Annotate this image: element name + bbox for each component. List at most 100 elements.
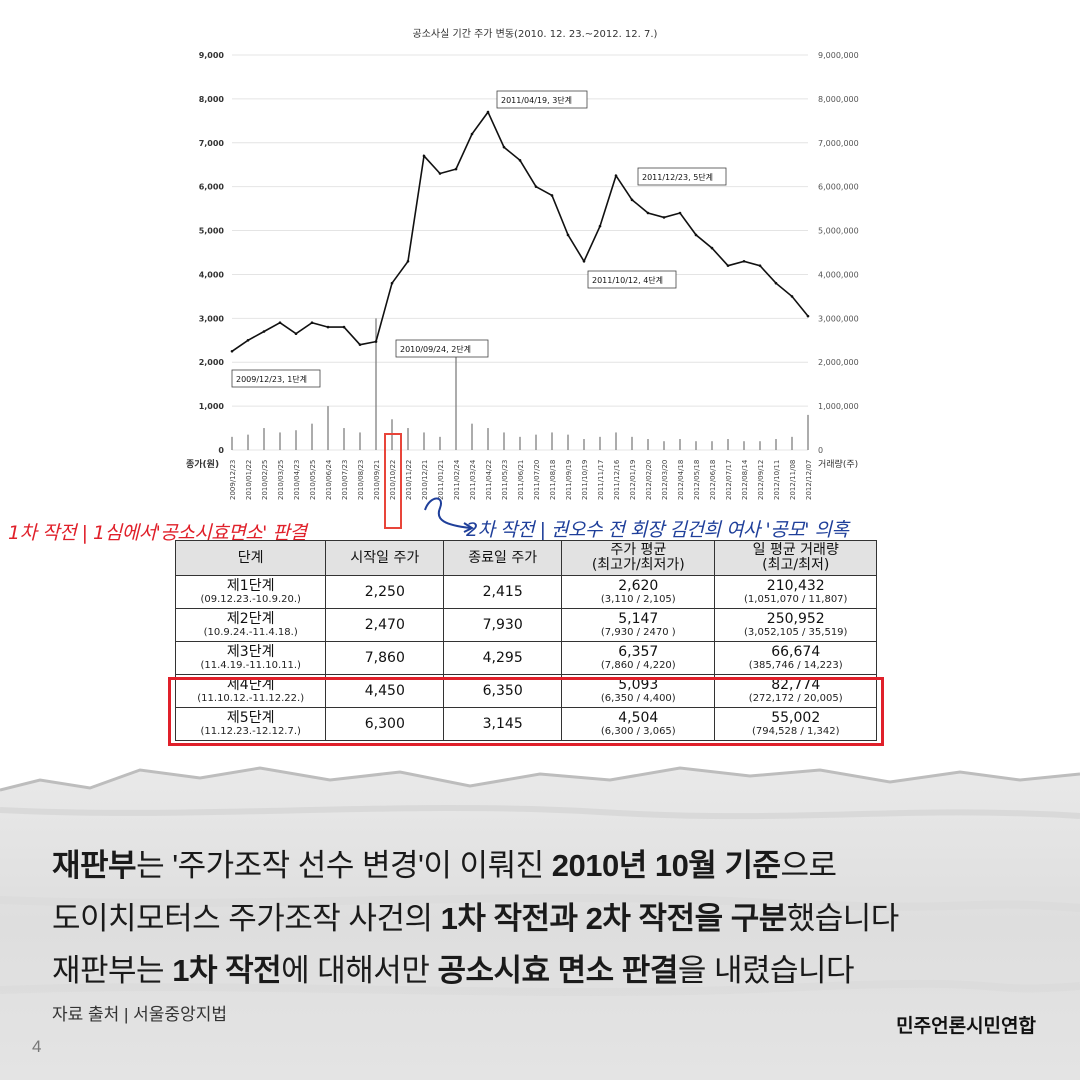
callout-label: 2011/04/19, 3단계: [501, 95, 572, 105]
x-tick-label: 2011/02/24: [453, 459, 461, 500]
table-cell: 6,300: [325, 707, 445, 741]
x-tick-label: 2010/03/25: [277, 460, 285, 500]
x-tick-label: 2012/01/19: [629, 460, 637, 500]
table-cell: 210,432 (1,051,070 / 11,807): [714, 575, 877, 609]
right-tick-label: 6,000,000: [818, 183, 859, 192]
left-tick-label: 4,000: [199, 270, 225, 279]
x-tick-label: 2011/11/17: [597, 460, 605, 500]
right-tick-label: 9,000,000: [818, 51, 859, 60]
table-header-row: 단계 시작일 주가 종료일 주가 주가 평균 (최고가/최저가) 일 평균 거래량…: [174, 540, 877, 576]
x-tick-label: 2012/02/20: [645, 460, 653, 500]
right-axis-ticks: 0 1,000,000 2,000,000 3,000,000 4,000,000 5,0…: [818, 51, 859, 455]
x-tick-label: 2012/06/18: [709, 460, 717, 500]
x-tick-label: 2012/07/17: [725, 460, 733, 500]
torn-paper-background: [0, 766, 1080, 1080]
price-series-line: [231, 110, 809, 352]
table-row: 제5단계 (11.12.23.-12.12.7.) 6,300 3,145 4,504(…: [174, 707, 877, 741]
left-tick-label: 7,000: [199, 139, 225, 148]
chart-gridlines: [232, 54, 808, 451]
table-cell: 55,002 (794,528 / 1,342): [714, 707, 877, 741]
x-tick-label: 2011/08/18: [549, 460, 557, 500]
x-tick-label: 2012/11/08: [789, 460, 797, 500]
x-tick-label: 2012/10/11: [773, 460, 781, 500]
table-cell: 제2단계 (10.9.24.-11.4.18.): [174, 608, 327, 642]
table-header-cell: 시작일 주가: [325, 540, 445, 576]
x-tick-label: 2010/10/22: [389, 460, 397, 500]
x-tick-label: 2012/08/14: [741, 459, 749, 500]
x-tick-label: 2011/07/20: [533, 460, 541, 500]
x-tick-label: 2011/01/21: [437, 460, 445, 500]
table-header-cell: 단계: [174, 540, 327, 576]
table-cell: 4,295: [443, 641, 563, 675]
stage-callouts: 2009/12/23, 1단계 2010/09/24, 2단계 2011/04/19…: [231, 90, 727, 388]
table-cell: 66,674 (385,746 / 14,223): [714, 641, 877, 675]
right-tick-label: 3,000,000: [818, 314, 859, 323]
left-tick-label: 2,000: [199, 358, 225, 367]
callout-box: [637, 167, 727, 186]
table-cell: 제1단계 (09.12.23.-10.9.20.): [174, 575, 327, 609]
x-tick-label: 2011/12/16: [613, 459, 621, 500]
table-cell: 7,860: [325, 641, 445, 675]
x-tick-label: 2010/11/22: [405, 460, 413, 500]
stock-price-chart: 공소사실 기간 주가 변동(2010. 12. 23.~2012. 12. 7.…: [186, 28, 859, 500]
right-tick-label: 1,000,000: [818, 402, 859, 411]
table-cell: 7,930: [443, 608, 563, 642]
callout-box: [496, 90, 588, 109]
x-axis-ticks: 2009/12/23 2010/01/22 2010/02/25 2010/03/25…: [229, 459, 813, 500]
x-tick-label: 2010/09/21: [373, 460, 381, 500]
right-axis-label: 거래량(주): [818, 458, 858, 470]
left-tick-label: 3,000: [199, 314, 225, 323]
table-cell: 6,357 (7,860 / 4,220): [561, 641, 716, 675]
left-axis-label: 종가(원): [186, 458, 219, 470]
callout-label: 2010/09/24, 2단계: [400, 344, 471, 354]
x-tick-label: 2012/12/07: [805, 460, 813, 500]
table-cell: 2,620 (3,110 / 2,105): [561, 575, 716, 609]
stage-summary-table: 단계 시작일 주가 종료일 주가 주가 평균 (최고가/최저가) 일 평균 거래량…: [174, 540, 877, 741]
second-operation-annotation: 2차 작전 | 권오수 전 회장 김건희 여사 '공모' 의혹: [466, 519, 849, 541]
table-header-cell: 종료일 주가: [443, 540, 563, 576]
left-tick-label: 9,000: [199, 51, 225, 60]
first-operation-highlight-mark: [384, 433, 402, 529]
callout-box: [587, 270, 677, 289]
x-tick-label: 2012/03/20: [661, 460, 669, 500]
x-tick-label: 2011/03/24: [469, 459, 477, 500]
right-tick-label: 2,000,000: [818, 358, 859, 367]
source-note: 자료 출처 | 서울중앙지법: [52, 1005, 227, 1024]
x-tick-label: 2012/04/18: [677, 460, 685, 500]
table-cell: 3,145: [443, 707, 563, 741]
caption-line-3: 재판부는 1차 작전에 대해서만 공소시효 면소 판결을 내렸습니다: [52, 953, 855, 988]
table-cell: 2,415: [443, 575, 563, 609]
table-cell: 제5단계 (11.12.23.-12.12.7.): [174, 707, 327, 741]
table-cell: 5,147 (7,930 / 2470 ): [561, 608, 716, 642]
x-tick-label: 2009/12/23: [229, 460, 237, 500]
volume-bars: [230, 110, 810, 450]
left-tick-label: 1,000: [199, 402, 225, 411]
first-operation-annotation: 1차 작전 | 1심에서'공소시효면소' 판결: [8, 522, 307, 544]
callout-label: 2011/10/12, 4단계: [592, 275, 663, 285]
x-tick-label: 2012/05/18: [693, 460, 701, 500]
table-cell: 4,504 (6,300 / 3,065): [561, 707, 716, 741]
x-tick-label: 2010/07/23: [341, 460, 349, 500]
callout-label: 2011/12/23, 5단계: [642, 172, 713, 182]
x-tick-label: 2011/04/22: [485, 460, 493, 500]
left-tick-label: 5,000: [199, 227, 225, 236]
right-tick-label: 7,000,000: [818, 139, 859, 148]
left-axis-ticks: 0 1,000 2,000 3,000 4,000 5,000 6,000 7,000 8,00…: [199, 51, 225, 455]
callout-box: [231, 369, 321, 388]
table-row: 제2단계 (10.9.24.-11.4.18.) 2,470 7,930 5,147 (7…: [174, 608, 877, 642]
right-tick-label: 4,000,000: [818, 270, 859, 279]
x-tick-label: 2011/10/19: [581, 460, 589, 500]
table-header-cell: 주가 평균 (최고가/최저가): [561, 540, 716, 576]
blue-arrow-icon: [424, 497, 475, 533]
callout-label: 2009/12/23, 1단계: [236, 374, 307, 384]
left-tick-label: 6,000: [199, 183, 225, 192]
x-tick-label: 2011/06/21: [517, 460, 525, 500]
x-tick-label: 2011/05/23: [501, 460, 509, 500]
x-tick-label: 2010/01/22: [245, 460, 253, 500]
stage-4-5-highlight-box: [168, 677, 884, 746]
right-tick-label: 0: [818, 446, 823, 455]
x-tick-label: 2012/09/12: [757, 460, 765, 500]
chart-title: 공소사실 기간 주가 변동(2010. 12. 23.~2012. 12. 7.…: [413, 28, 658, 40]
left-tick-label: 8,000: [199, 95, 225, 104]
table-row: 제3단계 (11.4.19.-11.10.11.) 7,860 4,295 6,357(…: [174, 641, 877, 675]
